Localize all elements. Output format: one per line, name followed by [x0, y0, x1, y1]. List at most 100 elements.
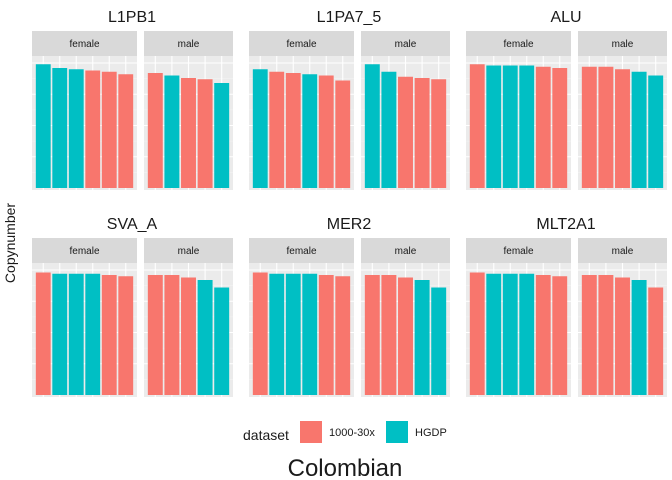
- facet-female: female: [466, 31, 571, 190]
- facet-strip: [361, 238, 450, 263]
- bar-sva-a-male-4: [197, 280, 213, 395]
- bar-sva-a-female-5: [101, 275, 117, 395]
- facet-strip: [32, 31, 137, 56]
- bar-l1pa7-5-female-6: [335, 80, 351, 188]
- bar-mlt2a1-male-1: [581, 275, 597, 395]
- bar-mer2-female-5: [318, 275, 334, 395]
- facet-strip: [466, 238, 571, 263]
- legend-swatch-1000-30x: [300, 421, 322, 443]
- facet-male: male: [578, 31, 667, 190]
- bar-alu-male-5: [648, 75, 664, 188]
- facet-strip-label: female: [286, 39, 316, 50]
- facet-strip-label: male: [178, 39, 200, 50]
- bar-l1pb1-female-5: [101, 71, 117, 188]
- facet-female: female: [249, 238, 354, 397]
- facet-strip-label: male: [612, 246, 634, 257]
- bar-l1pb1-female-4: [85, 70, 101, 188]
- bar-l1pb1-female-6: [118, 74, 134, 188]
- bar-mlt2a1-female-4: [519, 273, 535, 395]
- facet-strip-label: female: [69, 39, 99, 50]
- facet-strip-label: female: [69, 246, 99, 257]
- bar-alu-female-5: [535, 66, 551, 188]
- facet-strip: [249, 238, 354, 263]
- facet-strip: [249, 31, 354, 56]
- bar-alu-female-1: [469, 64, 485, 188]
- bar-l1pa7-5-female-5: [318, 75, 334, 188]
- bar-alu-female-3: [502, 65, 518, 188]
- bar-l1pa7-5-male-5: [431, 79, 447, 188]
- bar-mer2-male-2: [381, 275, 397, 395]
- facet-strip-label: female: [286, 246, 316, 257]
- facet-male: male: [361, 238, 450, 397]
- facet-strip: [578, 31, 667, 56]
- legend-swatch-hgdp: [386, 421, 408, 443]
- facet-strip: [144, 238, 233, 263]
- panel-title: MLT2A1: [536, 216, 595, 233]
- bar-mer2-female-3: [285, 273, 301, 395]
- bar-alu-male-2: [598, 66, 614, 188]
- facet-strip-label: female: [503, 39, 533, 50]
- facet-male: male: [144, 31, 233, 190]
- bar-alu-female-2: [486, 65, 502, 188]
- bar-sva-a-male-3: [181, 277, 196, 395]
- legend-label-1000-30x: 1000-30x: [329, 427, 375, 439]
- panel-title: MER2: [327, 216, 372, 233]
- bar-l1pb1-male-2: [164, 75, 180, 188]
- bar-mlt2a1-female-2: [486, 273, 502, 395]
- panel-title: L1PB1: [108, 9, 156, 26]
- bar-mlt2a1-male-3: [615, 277, 630, 395]
- bar-mlt2a1-female-3: [502, 273, 518, 395]
- bar-l1pa7-5-female-1: [252, 69, 268, 188]
- bar-mer2-female-1: [252, 272, 268, 395]
- bar-l1pb1-male-1: [147, 73, 163, 188]
- bar-mer2-female-4: [302, 273, 318, 395]
- facet-strip: [144, 31, 233, 56]
- bar-alu-male-4: [631, 71, 647, 188]
- bar-l1pa7-5-female-2: [269, 71, 285, 188]
- bar-alu-male-1: [581, 66, 597, 188]
- legend: dataset 1000-30x HGDP: [243, 421, 447, 443]
- chart-caption: Colombian: [288, 455, 403, 480]
- facet-strip-label: male: [395, 39, 417, 50]
- facet-strip: [32, 238, 137, 263]
- facet-female: female: [249, 31, 354, 190]
- bar-alu-female-6: [552, 68, 568, 188]
- bar-sva-a-male-5: [214, 287, 230, 395]
- bar-sva-a-female-4: [85, 273, 101, 395]
- bar-l1pa7-5-female-4: [302, 74, 318, 188]
- bar-alu-female-4: [519, 65, 535, 188]
- panel-title: SVA_A: [107, 216, 158, 233]
- bar-alu-male-3: [615, 69, 630, 188]
- bar-mlt2a1-female-1: [469, 272, 485, 395]
- bar-sva-a-male-2: [164, 275, 180, 395]
- bar-mlt2a1-male-2: [598, 275, 614, 395]
- bar-mer2-female-6: [335, 276, 351, 395]
- bar-l1pa7-5-male-3: [398, 76, 413, 188]
- bar-mer2-male-5: [431, 287, 447, 395]
- panel-mer2: MER2 female male: [249, 216, 450, 397]
- bar-l1pa7-5-male-4: [414, 78, 430, 188]
- bar-mer2-male-4: [414, 280, 430, 395]
- bar-mlt2a1-female-6: [552, 276, 568, 395]
- bar-l1pa7-5-male-1: [364, 64, 380, 188]
- bar-mlt2a1-male-4: [631, 280, 647, 395]
- panel-title: ALU: [550, 9, 581, 26]
- bar-l1pb1-female-3: [68, 69, 84, 188]
- facet-strip-label: male: [395, 246, 417, 257]
- bar-mer2-male-1: [364, 275, 380, 395]
- facet-male: male: [578, 238, 667, 397]
- panel-mlt2a1: MLT2A1 female male: [466, 216, 667, 397]
- facet-strip: [361, 31, 450, 56]
- facet-strip: [466, 31, 571, 56]
- bar-l1pb1-female-2: [52, 68, 68, 188]
- bar-sva-a-female-3: [68, 273, 84, 395]
- bar-mlt2a1-female-5: [535, 275, 551, 395]
- panel-l1pb1: L1PB1 female male: [32, 9, 233, 190]
- bar-l1pb1-male-4: [197, 79, 213, 188]
- facet-male: male: [361, 31, 450, 190]
- bar-l1pa7-5-male-2: [381, 71, 397, 188]
- bar-l1pb1-male-5: [214, 83, 230, 188]
- bar-mer2-male-3: [398, 277, 413, 395]
